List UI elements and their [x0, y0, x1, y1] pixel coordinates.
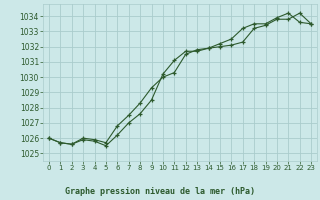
Text: Graphe pression niveau de la mer (hPa): Graphe pression niveau de la mer (hPa): [65, 187, 255, 196]
